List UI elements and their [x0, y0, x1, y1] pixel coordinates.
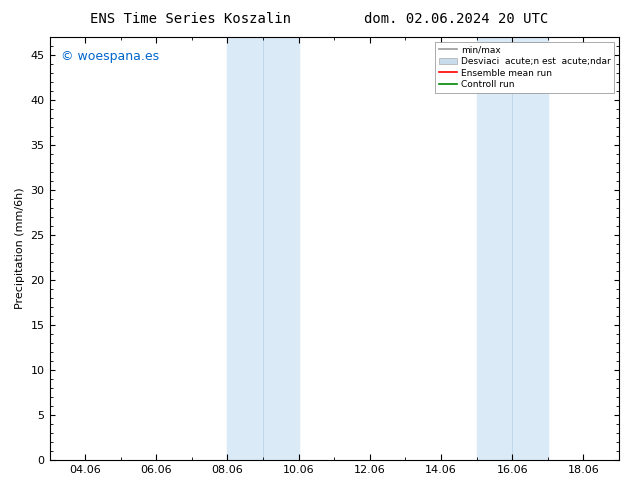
Bar	[477, 37, 548, 460]
Legend: min/max, Desviaci  acute;n est  acute;ndar, Ensemble mean run, Controll run: min/max, Desviaci acute;n est acute;ndar…	[435, 42, 614, 93]
Bar	[228, 37, 299, 460]
Text: © woespana.es: © woespana.es	[61, 50, 159, 63]
Text: dom. 02.06.2024 20 UTC: dom. 02.06.2024 20 UTC	[365, 12, 548, 26]
Y-axis label: Precipitation (mm/6h): Precipitation (mm/6h)	[15, 188, 25, 309]
Text: ENS Time Series Koszalin: ENS Time Series Koszalin	[89, 12, 291, 26]
